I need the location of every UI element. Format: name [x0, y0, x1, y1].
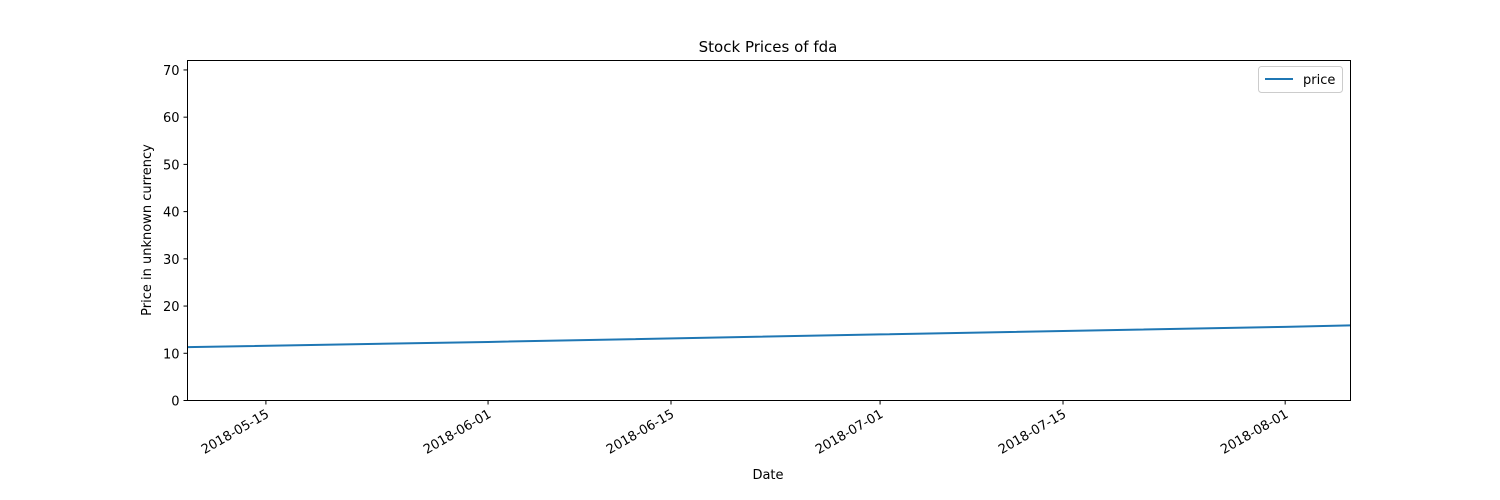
y-tick-label: 70: [163, 64, 180, 79]
y-tick-label: 50: [163, 158, 180, 173]
plot-area: [187, 324, 1351, 349]
y-tick-label: 60: [163, 111, 180, 126]
axes-frame: [187, 60, 1351, 401]
legend-label-price: price: [1303, 73, 1335, 88]
x-axis-label: Date: [752, 468, 783, 483]
y-axis-label: Price in unknown currency: [140, 144, 155, 316]
y-tick-label: 0: [171, 395, 179, 410]
legend: price: [1258, 66, 1343, 93]
y-tick-label: 30: [163, 253, 180, 268]
y-tick-label: 10: [163, 347, 180, 362]
y-tick-label: 20: [163, 300, 180, 315]
y-tick-label: 40: [163, 206, 180, 221]
series-line-price: [187, 324, 1351, 349]
legend-box: [1258, 66, 1343, 93]
y-axis: 0 10 20 30 40 50 60 70: [163, 64, 188, 410]
chart-title: Stock Prices of fda: [699, 38, 838, 56]
